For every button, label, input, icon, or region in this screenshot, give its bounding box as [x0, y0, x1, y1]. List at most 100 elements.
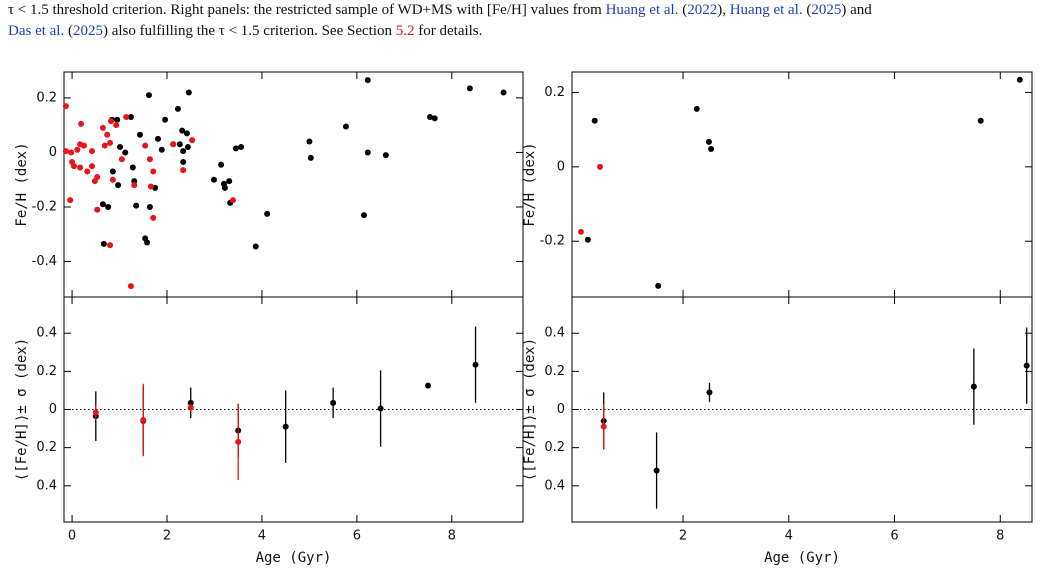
data-point	[89, 163, 96, 170]
x-tick-label: 6	[890, 529, 898, 544]
x-tick-label: 0	[68, 529, 76, 544]
data-point	[180, 148, 187, 155]
data-point	[382, 152, 389, 159]
data-point	[114, 116, 121, 123]
data-point	[330, 399, 337, 406]
y-tick-label: 0	[49, 145, 57, 160]
x-tick-label: 2	[679, 529, 687, 544]
caption-link[interactable]: Huang et al.	[729, 2, 803, 18]
x-axis-label: Age (Gyr)	[764, 550, 840, 566]
x-tick-label: 4	[258, 529, 266, 544]
caption-link[interactable]: 2025	[72, 23, 103, 39]
caption-link[interactable]: Das et al.	[8, 23, 65, 39]
y-tick-label: 0.4	[544, 478, 565, 493]
data-point	[360, 212, 367, 219]
data-point	[154, 135, 161, 142]
data-point	[146, 156, 153, 163]
data-point	[70, 163, 77, 170]
data-point	[94, 206, 101, 213]
caption-link[interactable]: 2025	[811, 2, 842, 18]
data-point	[133, 202, 140, 209]
data-point	[226, 178, 233, 185]
data-point	[235, 438, 242, 445]
caption-line: τ < 1.5 threshold criterion. Right panel…	[8, 0, 1053, 21]
data-point	[232, 145, 239, 152]
caption-text: for details.	[414, 23, 483, 39]
data-point	[282, 423, 289, 430]
data-point	[1023, 362, 1030, 369]
data-point	[109, 176, 116, 183]
data-point	[94, 174, 101, 180]
data-point	[150, 214, 157, 221]
data-point	[109, 168, 116, 175]
data-point	[150, 168, 157, 175]
data-point	[67, 197, 74, 204]
data-point	[122, 149, 129, 156]
data-point	[307, 154, 314, 161]
data-point	[183, 130, 190, 137]
caption-link[interactable]: 2022	[687, 2, 718, 18]
data-point	[113, 122, 120, 129]
data-point	[118, 156, 125, 163]
data-point	[74, 146, 81, 153]
data-point	[99, 201, 106, 208]
data-point	[174, 105, 181, 112]
data-point	[158, 146, 165, 153]
data-point	[472, 361, 479, 368]
data-point	[99, 124, 106, 131]
data-point	[693, 105, 700, 112]
y-tick-label: -0.2	[32, 200, 57, 215]
data-point	[142, 142, 149, 149]
data-point	[653, 467, 660, 474]
data-point	[706, 389, 713, 396]
data-point	[970, 383, 977, 390]
data-point	[144, 239, 151, 246]
data-point	[238, 144, 245, 150]
data-point	[101, 142, 108, 149]
data-point	[162, 116, 169, 123]
y-tick-label: 0.2	[36, 90, 57, 105]
data-point	[342, 123, 349, 130]
data-point	[425, 382, 432, 389]
caption-link[interactable]: 5.2	[395, 23, 415, 39]
x-axis-label: Age (Gyr)	[256, 550, 332, 566]
data-point	[77, 164, 84, 171]
caption-text: (	[802, 2, 812, 18]
caption: τ < 1.5 threshold criterion. Right panel…	[8, 0, 1053, 42]
data-point	[500, 89, 507, 96]
data-point	[180, 159, 187, 165]
caption-line: Das et al. (2025) also fulfilling the τ …	[8, 21, 1053, 42]
data-point	[364, 149, 371, 156]
data-point	[655, 282, 662, 289]
data-point	[80, 142, 87, 149]
data-point	[140, 416, 147, 423]
data-point	[1016, 76, 1023, 83]
data-point	[62, 103, 69, 110]
data-point	[100, 240, 107, 247]
y-tick-label: 0.2	[36, 364, 57, 379]
caption-link[interactable]: Huang et al.	[605, 2, 679, 18]
data-point	[189, 137, 196, 144]
data-point	[105, 204, 112, 210]
data-point	[146, 204, 153, 210]
y-tick-label: 0.4	[36, 478, 57, 493]
data-point	[89, 148, 96, 155]
data-point	[145, 92, 152, 99]
data-point	[708, 145, 715, 152]
data-point	[107, 242, 114, 249]
data-point	[129, 164, 136, 171]
y-tick-label: 0	[557, 159, 565, 174]
data-point	[426, 114, 433, 120]
y-tick-label: -0.2	[540, 234, 565, 249]
data-point	[252, 243, 259, 250]
data-point	[187, 404, 194, 411]
data-point	[123, 114, 130, 120]
caption-text: (	[678, 2, 688, 18]
data-point	[176, 141, 183, 148]
data-point	[221, 184, 228, 191]
x-tick-label: 6	[353, 529, 361, 544]
y-axis-label: ⟨[Fe/H]⟩± σ (dex)	[14, 338, 30, 481]
y-tick-label: 0.2	[36, 440, 57, 455]
data-point	[180, 167, 187, 174]
